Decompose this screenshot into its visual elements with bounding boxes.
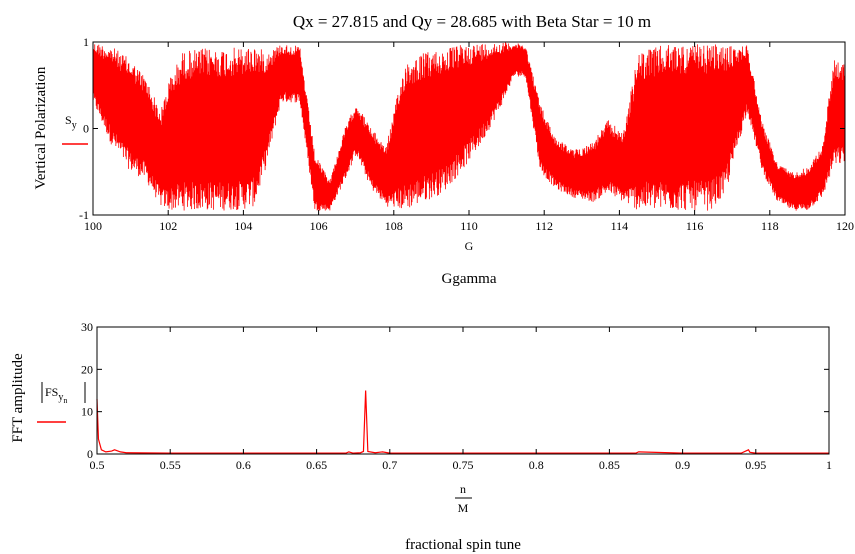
y-tick-label: 0 [87, 447, 93, 461]
x-tick-label: 0.55 [160, 458, 181, 472]
legend-symbol-subscript: y [58, 392, 63, 403]
x-tick-label: 102 [159, 219, 177, 233]
x-ticks: 100 102 104 106 108 110 112 114 116 118 120 [84, 42, 854, 233]
x-tick-label: 112 [535, 219, 553, 233]
y-ticks: 1 0 -1 [79, 35, 845, 222]
x-tick-label: 118 [761, 219, 779, 233]
x-tick-label: 0.6 [236, 458, 251, 472]
y-tick-label: 30 [81, 320, 93, 334]
y-tick-label: 1 [83, 35, 89, 49]
fft-series [96, 390, 829, 454]
fft-line [96, 390, 829, 454]
x-tick-label: 110 [460, 219, 478, 233]
x-tick-label: 106 [310, 219, 328, 233]
y-tick-label: 10 [81, 405, 93, 419]
legend-symbol-base: FS [45, 385, 58, 399]
y-tick-label: 20 [81, 362, 93, 376]
x-tick-label: 116 [686, 219, 704, 233]
y-axis-label: Vertical Polarization [33, 66, 49, 189]
y-tick-label: -1 [79, 208, 89, 222]
polarization-line [92, 42, 846, 211]
x-tick-label: 0.75 [453, 458, 474, 472]
chart-title: Qx = 27.815 and Qy = 28.685 with Beta St… [293, 12, 651, 31]
legend-entry: FSyn [37, 382, 86, 423]
x-ticks: 0.5 0.55 0.6 0.65 0.7 0.75 0.8 0.85 0.9 0.95 1 [90, 327, 832, 472]
x-tick-label: 114 [611, 219, 629, 233]
x-tick-label: 0.5 [90, 458, 105, 472]
x-tick-label: 0.9 [675, 458, 690, 472]
legend-symbol-base: S [65, 113, 72, 127]
x-tick-label: 1 [826, 458, 832, 472]
x-tick-label: 100 [84, 219, 102, 233]
x-tick-label: 0.65 [306, 458, 327, 472]
x-variable-denominator: M [458, 501, 469, 515]
legend-symbol: Sy [65, 113, 77, 131]
y-ticks: 30 20 10 0 [81, 320, 829, 461]
x-axis-label: Ggamma [442, 271, 497, 287]
x-variable-numerator: n [460, 482, 466, 496]
polarization-series [92, 42, 846, 211]
x-axis-label: fractional spin tune [405, 537, 521, 553]
x-tick-label: 120 [836, 219, 854, 233]
x-tick-label: 0.7 [382, 458, 397, 472]
x-tick-label: 104 [234, 219, 252, 233]
x-tick-label: 108 [385, 219, 403, 233]
x-tick-label: 0.8 [529, 458, 544, 472]
y-tick-label: 0 [83, 122, 89, 136]
legend-symbol-subscript: y [72, 120, 77, 131]
plot-frame [96, 326, 830, 455]
legend-entry: Sy [62, 113, 88, 145]
legend-symbol-subsubscript: n [63, 396, 67, 405]
x-variable-label: G [465, 239, 474, 253]
polarization-chart: Qx = 27.815 and Qy = 28.685 with Beta St… [33, 12, 854, 287]
x-tick-label: 0.95 [745, 458, 766, 472]
legend-symbol: FSyn [45, 385, 67, 405]
x-tick-label: 0.85 [599, 458, 620, 472]
y-axis-label: FFT amplitude [10, 353, 26, 443]
